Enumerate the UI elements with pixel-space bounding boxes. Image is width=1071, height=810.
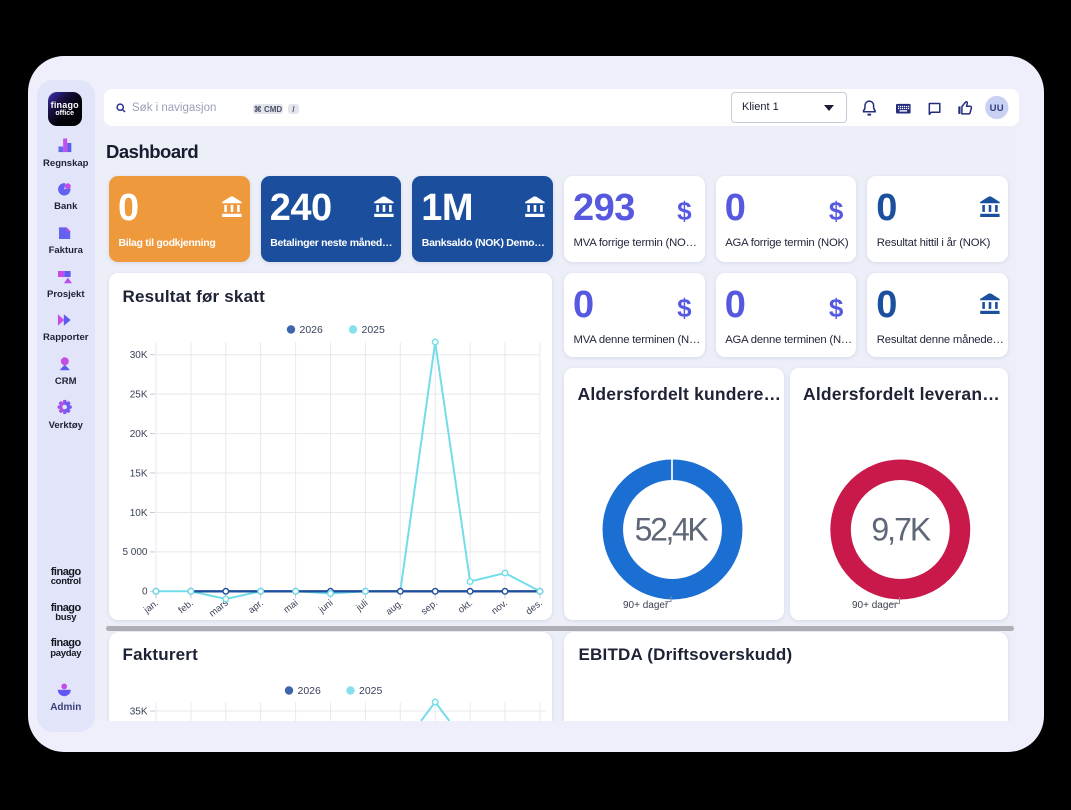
svg-text:90+ dager: 90+ dager — [852, 600, 898, 611]
svg-text:10K: 10K — [130, 507, 148, 518]
svg-text:2026: 2026 — [300, 324, 324, 336]
svg-text:okt.: okt. — [456, 597, 475, 615]
svg-text:juni: juni — [316, 597, 335, 615]
svg-text:des.: des. — [524, 597, 545, 617]
svg-text:25K: 25K — [130, 389, 148, 400]
svg-text:nov.: nov. — [489, 597, 509, 616]
svg-text:5 000: 5 000 — [122, 547, 147, 558]
svg-text:52,4K: 52,4K — [635, 512, 709, 548]
svg-text:apr.: apr. — [246, 597, 265, 615]
svg-text:feb.: feb. — [176, 597, 195, 615]
svg-text:9,7K: 9,7K — [871, 512, 930, 548]
svg-text:30K: 30K — [130, 350, 148, 361]
svg-text:aug.: aug. — [384, 597, 405, 617]
svg-text:2025: 2025 — [362, 324, 386, 336]
svg-text:20K: 20K — [130, 428, 148, 439]
svg-text:35K: 35K — [130, 706, 148, 717]
svg-text:jan.: jan. — [141, 597, 161, 616]
svg-text:UU: UU — [990, 103, 1004, 114]
svg-text:15K: 15K — [130, 468, 148, 479]
svg-text:2026: 2026 — [298, 685, 322, 697]
svg-text:2025: 2025 — [359, 685, 383, 697]
svg-text:mai: mai — [282, 597, 301, 615]
svg-text:juli: juli — [354, 597, 371, 613]
svg-text:0: 0 — [142, 586, 148, 597]
svg-text:sep.: sep. — [419, 597, 440, 617]
svg-text:90+ dager: 90+ dager — [623, 600, 669, 611]
